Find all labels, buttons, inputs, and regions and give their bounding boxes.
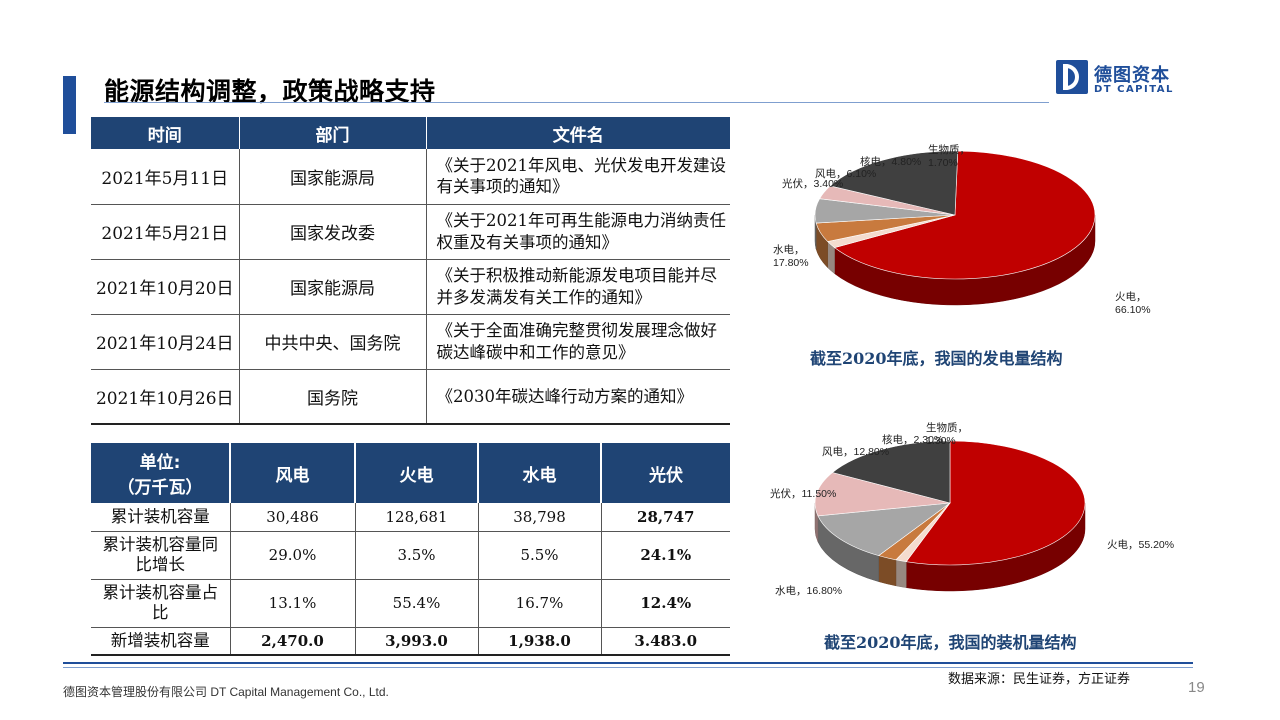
cell-value: 38,798	[478, 503, 602, 532]
table-row: 累计装机容量同比增长 29.0% 3.5% 5.5% 24.1%	[91, 531, 730, 580]
policy-date: 2021年5月21日	[91, 204, 240, 260]
policy-department: 国家发改委	[239, 204, 427, 260]
pie-label-水电: 水电，16.80%	[775, 584, 842, 597]
title-accent-bar	[63, 76, 76, 134]
pie-label-火电: 火电，55.20%	[1107, 538, 1174, 551]
policy-department: 中共中央、国务院	[239, 314, 427, 370]
title-underline	[104, 102, 1049, 103]
footer-divider-thin	[63, 667, 1193, 668]
cell-value: 12.4%	[601, 579, 730, 628]
cell-value: 13.1%	[230, 579, 356, 628]
header-solar: 光伏	[601, 443, 730, 503]
pie-slice-火电	[833, 150, 1096, 280]
cell-value: 2,470.0	[230, 627, 356, 656]
cell-value: 55.4%	[355, 579, 479, 628]
header-time: 时间	[91, 117, 240, 149]
policy-document: 《关于2021年风电、光伏发电开发建设有关事项的通知》	[426, 149, 730, 205]
policy-department: 国家能源局	[239, 259, 427, 315]
cell-value: 28,747	[601, 503, 730, 532]
pie-slice-风电	[817, 502, 952, 556]
table-row: 2021年10月20日 国家能源局 《关于积极推动新能源发电项目能并尽并多发满发…	[91, 259, 730, 315]
pie-slice-火电	[905, 440, 1086, 566]
row-label: 累计装机容量	[91, 503, 231, 532]
capacity-table: 单位: （万千瓦） 风电 火电 水电 光伏 累计装机容量 30,486 128,…	[91, 443, 730, 656]
policy-date: 2021年5月11日	[91, 149, 240, 205]
pie-label-风电: 风电，6.10%	[815, 167, 876, 180]
policy-table-header: 时间 部门 文件名	[91, 117, 730, 149]
cell-value: 3.483.0	[601, 627, 730, 656]
pie-slice-水电	[829, 150, 959, 216]
data-source: 数据来源：民生证券，方正证券	[948, 672, 1131, 687]
policy-date: 2021年10月20日	[91, 259, 240, 315]
unit-line2: （万千瓦）	[117, 478, 203, 498]
header-unit: 单位: （万千瓦）	[91, 443, 231, 503]
pie-label-风电: 风电，12.80%	[822, 445, 889, 458]
capacity-table-header: 单位: （万千瓦） 风电 火电 水电 光伏	[91, 443, 730, 503]
page-number: 19	[1188, 679, 1205, 696]
footer-divider	[63, 662, 1193, 664]
pie-label-生物质: 生物质， 1.70%	[928, 143, 970, 169]
unit-line1: 单位:	[139, 453, 181, 473]
logo-cn-text: 德图资本	[1094, 65, 1170, 86]
policy-date: 2021年10月26日	[91, 369, 240, 425]
pie-label-生物质: 生物质， 1.30%	[926, 421, 968, 447]
page-title: 能源结构调整，政策战略支持	[104, 77, 436, 106]
company-name: 德图资本管理股份有限公司 DT Capital Management Co., …	[63, 685, 389, 699]
capacity-structure-pie: 火电，55.20% 生物质， 1.30%核电，2.30%风电，12.80% 光伏，11…	[770, 421, 1174, 597]
cell-value: 29.0%	[230, 531, 356, 580]
pie-side-核电	[878, 555, 897, 587]
pie-slice-光伏	[814, 472, 951, 517]
cell-value: 128,681	[355, 503, 479, 532]
header-thermal: 火电	[355, 443, 479, 503]
capacity-pie-caption: 截至2020年底，我国的装机量结构	[824, 633, 1077, 652]
pie-label-核电: 核电，2.30%	[882, 433, 943, 446]
row-label: 累计装机容量同比增长	[91, 531, 231, 580]
cell-value: 1,938.0	[478, 627, 602, 656]
table-row: 2021年5月21日 国家发改委 《关于2021年可再生能源电力消纳责任权重及有…	[91, 204, 730, 260]
policy-document: 《关于全面准确完整贯彻发展理念做好碳达峰碳中和工作的意见》	[426, 314, 730, 370]
cell-value: 16.7%	[478, 579, 602, 628]
pie-side-生物质	[895, 559, 907, 588]
policy-date: 2021年10月24日	[91, 314, 240, 370]
policy-table: 时间 部门 文件名 2021年5月11日 国家能源局 《关于2021年风电、光伏…	[91, 117, 730, 425]
pie-label-光伏: 光伏，11.50%	[770, 487, 836, 500]
policy-document: 《关于2021年可再生能源电力消纳责任权重及有关事项的通知》	[426, 204, 730, 260]
cell-value: 30,486	[230, 503, 356, 532]
company-logo: 德图资本 DT CAPITAL	[1056, 60, 1236, 98]
logo-d-icon	[1056, 60, 1088, 94]
pie-label-光伏: 光伏，3.40%	[782, 177, 843, 190]
policy-document: 《2030年碳达峰行动方案的通知》	[426, 369, 730, 425]
policy-department: 国家能源局	[239, 149, 427, 205]
cell-value: 5.5%	[478, 531, 602, 580]
pie-slice-水电	[831, 440, 951, 504]
cell-value: 3.5%	[355, 531, 479, 580]
logo-en-text: DT CAPITAL	[1094, 84, 1174, 95]
generation-pie-caption: 截至2020年底，我国的发电量结构	[810, 349, 1063, 368]
table-row: 2021年10月24日 中共中央、国务院 《关于全面准确完整贯彻发展理念做好碳达…	[91, 314, 730, 370]
header-department: 部门	[239, 117, 427, 149]
table-row: 2021年5月11日 国家能源局 《关于2021年风电、光伏发电开发建设有关事项…	[91, 149, 730, 205]
pie-label-水电: 水电， 17.80%	[773, 243, 809, 269]
row-label: 累计装机容量占比	[91, 579, 231, 628]
header-document: 文件名	[426, 117, 730, 149]
row-label: 新增装机容量	[91, 627, 231, 656]
pie-slices	[814, 150, 1096, 280]
table-row: 新增装机容量 2,470.0 3,993.0 1,938.0 3.483.0	[91, 627, 730, 656]
pie-label-核电: 核电，4.80%	[860, 155, 921, 168]
table-row: 累计装机容量占比 13.1% 55.4% 16.7% 12.4%	[91, 579, 730, 628]
policy-department: 国务院	[239, 369, 427, 425]
generation-structure-pie: 火电， 66.10% 生物质， 1.70% 核电，4.80%风电，6.10%光伏，3.4…	[773, 143, 1151, 316]
table-row: 2021年10月26日 国务院 《2030年碳达峰行动方案的通知》	[91, 369, 730, 425]
cell-value: 24.1%	[601, 531, 730, 580]
policy-document: 《关于积极推动新能源发电项目能并尽并多发满发有关工作的通知》	[426, 259, 730, 315]
pie-label-火电: 火电， 66.10%	[1115, 290, 1151, 316]
cell-value: 3,993.0	[355, 627, 479, 656]
table-row: 累计装机容量 30,486 128,681 38,798 28,747	[91, 503, 730, 532]
pie-slices	[814, 440, 1086, 566]
header-wind: 风电	[230, 443, 356, 503]
header-hydro: 水电	[478, 443, 602, 503]
